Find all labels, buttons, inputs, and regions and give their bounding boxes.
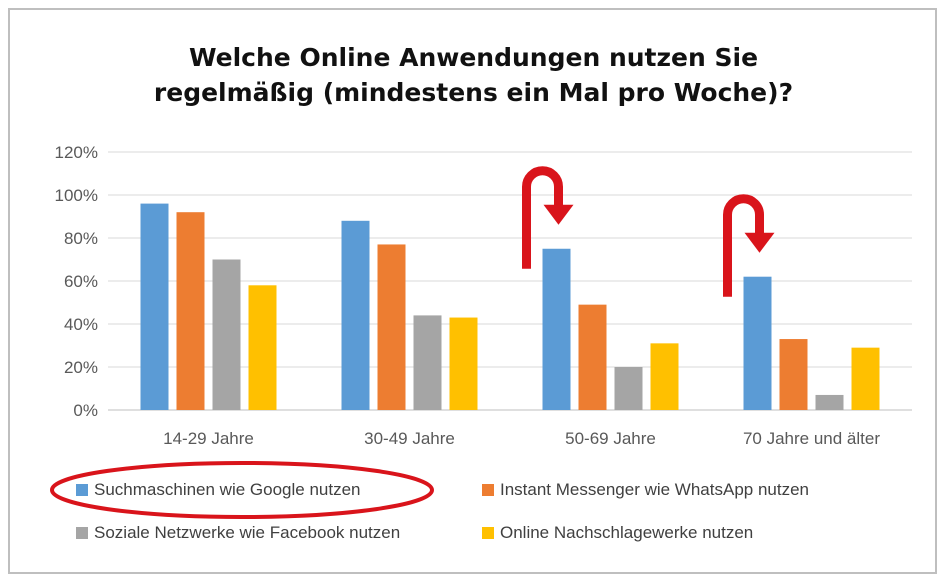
legend-label: Soziale Netzwerke wie Facebook nutzen bbox=[94, 523, 401, 542]
bar bbox=[542, 248, 571, 410]
bar bbox=[650, 343, 679, 410]
y-tick-label: 60% bbox=[64, 272, 98, 291]
bar bbox=[140, 203, 169, 410]
u-turn-arrow-icon bbox=[723, 194, 764, 297]
chart-title-line-2: regelmäßig (mindestens ein Mal pro Woche… bbox=[153, 78, 794, 107]
x-tick-label: 30-49 Jahre bbox=[364, 429, 455, 448]
bar bbox=[815, 394, 844, 410]
bar bbox=[176, 212, 205, 410]
bar bbox=[743, 276, 772, 410]
bar bbox=[449, 317, 478, 410]
legend-label: Suchmaschinen wie Google nutzen bbox=[94, 480, 361, 499]
bar bbox=[212, 259, 241, 410]
bar bbox=[614, 367, 643, 410]
u-turn-arrow-icon bbox=[522, 166, 563, 269]
highlight-ellipse bbox=[50, 461, 434, 519]
bar bbox=[779, 339, 808, 410]
legend-label: Instant Messenger wie WhatsApp nutzen bbox=[500, 480, 809, 499]
x-tick-label: 70 Jahre und älter bbox=[743, 429, 880, 448]
y-tick-label: 100% bbox=[55, 186, 98, 205]
y-tick-label: 80% bbox=[64, 229, 98, 248]
bar bbox=[377, 244, 406, 410]
y-tick-label: 120% bbox=[55, 143, 98, 162]
legend-swatch bbox=[482, 484, 494, 496]
bar bbox=[341, 220, 370, 410]
arrow-head-icon bbox=[744, 232, 775, 253]
bar bbox=[413, 315, 442, 410]
legend-item: Online Nachschlagewerke nutzen bbox=[482, 523, 753, 543]
legend-swatch bbox=[482, 527, 494, 539]
chart-title-line-1: Welche Online Anwendungen nutzen Sie bbox=[188, 43, 759, 72]
legend-swatch bbox=[76, 484, 88, 496]
legend-item: Soziale Netzwerke wie Facebook nutzen bbox=[76, 523, 400, 543]
y-tick-label: 20% bbox=[64, 358, 98, 377]
y-tick-label: 0% bbox=[73, 401, 98, 420]
arrow-head-icon bbox=[543, 204, 574, 225]
legend-label: Online Nachschlagewerke nutzen bbox=[500, 523, 754, 542]
x-tick-label: 14-29 Jahre bbox=[163, 429, 254, 448]
x-tick-label: 50-69 Jahre bbox=[565, 429, 656, 448]
bar bbox=[578, 304, 607, 410]
y-tick-label: 40% bbox=[64, 315, 98, 334]
bar bbox=[851, 347, 880, 410]
legend-swatch bbox=[76, 527, 88, 539]
legend-item: Suchmaschinen wie Google nutzen bbox=[76, 480, 361, 500]
chart-title: Welche Online Anwendungen nutzen Sie reg… bbox=[0, 40, 947, 110]
legend-item: Instant Messenger wie WhatsApp nutzen bbox=[482, 480, 809, 500]
bar bbox=[248, 285, 277, 410]
